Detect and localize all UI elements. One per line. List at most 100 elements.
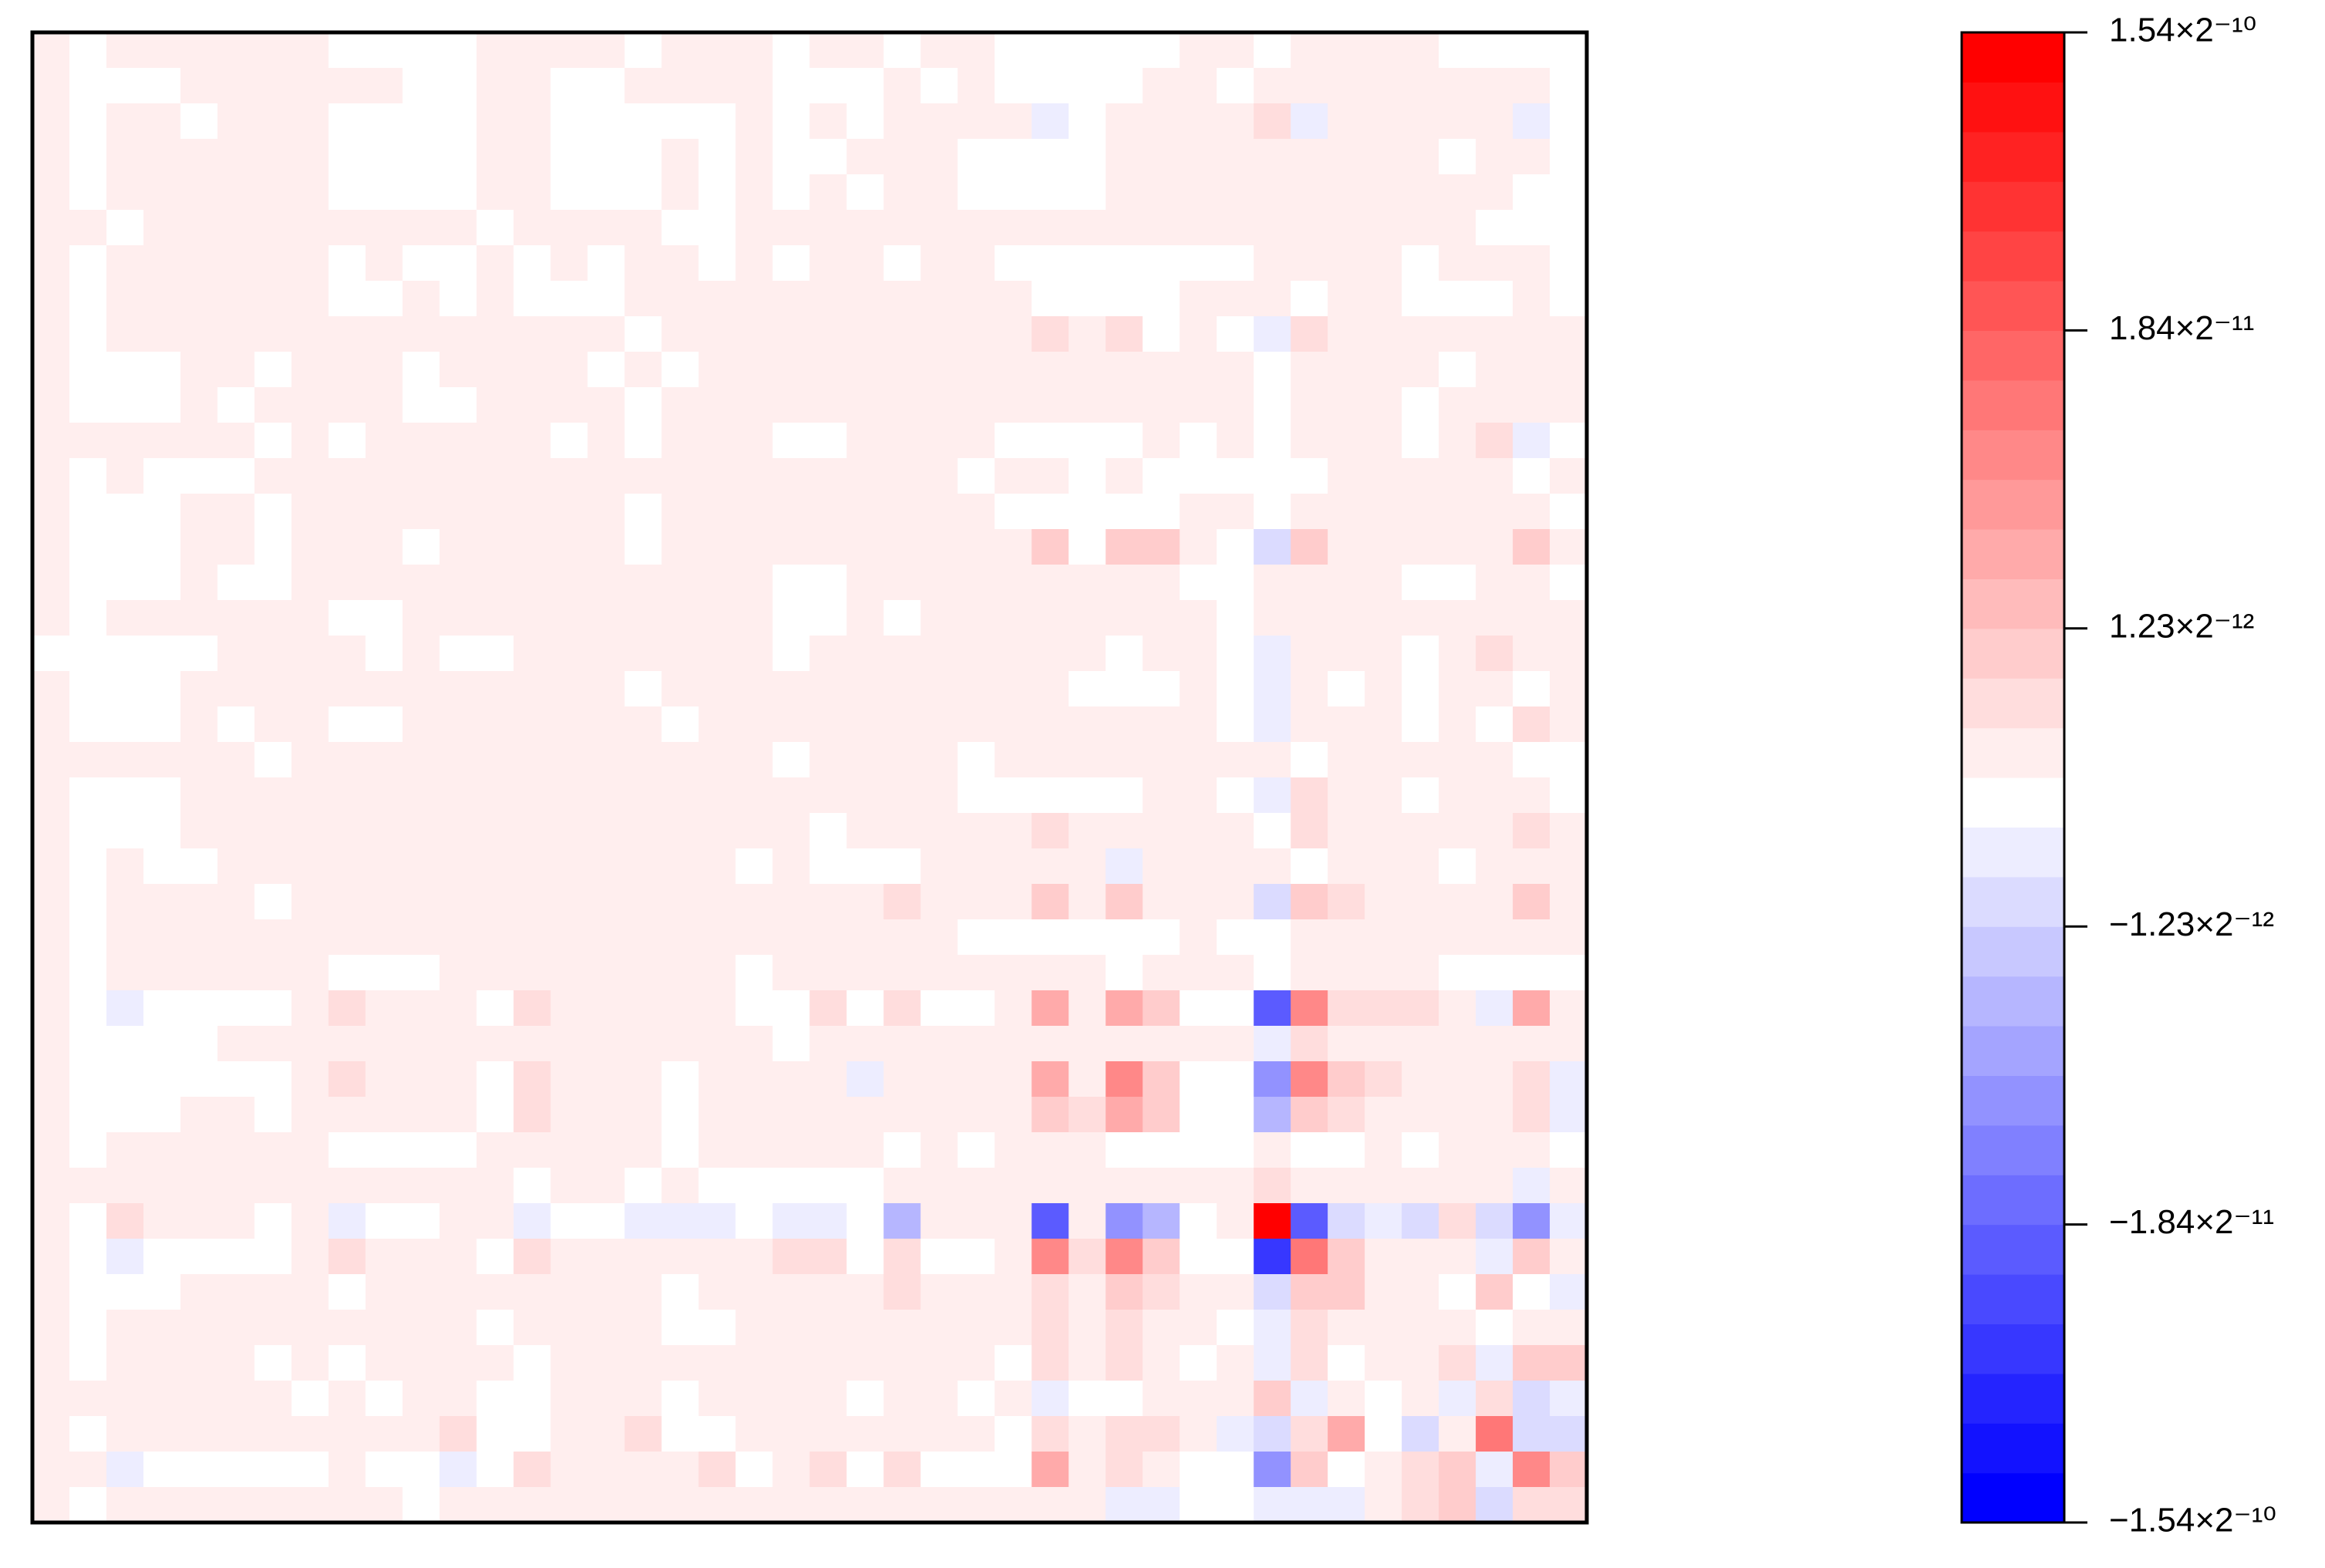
heatmap-cell [661, 1381, 700, 1417]
heatmap-cell [1031, 1416, 1069, 1452]
heatmap-cell [846, 210, 885, 246]
heatmap-cell [846, 458, 885, 494]
heatmap-cell [1031, 352, 1069, 388]
heatmap-cell [1550, 636, 1588, 672]
heatmap-cell [1513, 671, 1551, 707]
heatmap-cell [1216, 919, 1254, 956]
heatmap-cell [772, 813, 811, 849]
heatmap-cell [550, 32, 589, 69]
heatmap-cell [1105, 316, 1143, 352]
heatmap-cell [661, 1168, 700, 1204]
heatmap-cell [1254, 1132, 1291, 1168]
heatmap-cell [846, 103, 885, 140]
heatmap-cell [1439, 1132, 1476, 1168]
heatmap-cell [1328, 742, 1365, 778]
heatmap-cell [698, 706, 737, 743]
heatmap-cell [402, 1274, 440, 1310]
heatmap-cell [1365, 423, 1402, 459]
heatmap-cell [328, 884, 366, 920]
heatmap-cell [180, 32, 218, 69]
heatmap-cell [217, 1239, 255, 1275]
heatmap-cell [402, 1416, 440, 1452]
heatmap-cell [1216, 955, 1254, 991]
heatmap-cell [994, 1487, 1032, 1523]
heatmap-cell [291, 1026, 329, 1062]
heatmap-cell [1328, 458, 1365, 494]
heatmap-cell [1476, 1452, 1513, 1488]
heatmap-cell [69, 671, 107, 707]
heatmap-cell [1216, 777, 1254, 814]
heatmap-cell [698, 1381, 737, 1417]
heatmap-cell [772, 1452, 811, 1488]
heatmap-cell [883, 1239, 922, 1275]
heatmap-cell [365, 68, 403, 104]
heatmap-cell [994, 139, 1032, 175]
heatmap-cell [1068, 777, 1106, 814]
heatmap-cell [69, 990, 107, 1027]
heatmap-cell [106, 955, 144, 991]
heatmap-cell [1105, 68, 1143, 104]
heatmap-cell [365, 1239, 403, 1275]
heatmap-cell [106, 139, 144, 175]
heatmap-cell [1513, 1452, 1551, 1488]
heatmap-cell [32, 1097, 70, 1133]
heatmap-cell [106, 174, 144, 211]
heatmap-cell [476, 352, 515, 388]
heatmap-cell [661, 529, 700, 565]
heatmap-cell [994, 1416, 1032, 1452]
heatmap-cell [698, 848, 737, 885]
heatmap-cell [106, 706, 144, 743]
heatmap-cell [439, 1345, 477, 1381]
heatmap-cell [1476, 210, 1513, 246]
heatmap-cell [772, 884, 811, 920]
heatmap-cell [1291, 1487, 1328, 1523]
heatmap-cell [661, 316, 700, 352]
heatmap-cell [291, 742, 329, 778]
heatmap-cell [69, 103, 107, 140]
heatmap-cell [587, 1168, 626, 1204]
heatmap-cell [1513, 777, 1551, 814]
heatmap-cell [883, 1416, 922, 1452]
heatmap-cell [1476, 281, 1513, 317]
heatmap-cell [1216, 742, 1254, 778]
heatmap-cell [476, 1381, 515, 1417]
heatmap-cell [772, 423, 811, 459]
heatmap-cell [513, 1452, 552, 1488]
heatmap-cell [1031, 387, 1069, 423]
heatmap-cell [513, 210, 552, 246]
heatmap-cell [32, 245, 70, 282]
heatmap-cell [920, 1132, 959, 1168]
heatmap-cell [624, 245, 663, 282]
heatmap-cell [1031, 813, 1069, 849]
heatmap-cell [1291, 671, 1328, 707]
heatmap-cell [698, 352, 737, 388]
heatmap-cell [1142, 494, 1180, 530]
heatmap-cell [439, 1487, 477, 1523]
heatmap-cell [920, 387, 959, 423]
heatmap-cell [920, 1487, 959, 1523]
colorbar-band [1962, 379, 2064, 430]
heatmap-cell [476, 316, 515, 352]
heatmap-cell [476, 281, 515, 317]
heatmap-cell [920, 1381, 959, 1417]
heatmap-cell [883, 1452, 922, 1488]
heatmap-cell [32, 919, 70, 956]
heatmap-cell [1550, 1168, 1588, 1204]
heatmap-cell [328, 990, 366, 1027]
heatmap-cell [1254, 636, 1291, 672]
heatmap-cell [846, 1381, 885, 1417]
heatmap-cell [1142, 1026, 1180, 1062]
heatmap-cell [772, 742, 811, 778]
heatmap-cell [809, 600, 848, 636]
heatmap-cell [661, 245, 700, 282]
heatmap-cell [1476, 423, 1513, 459]
heatmap-cell [1550, 529, 1588, 565]
heatmap-cell [1439, 174, 1476, 211]
heatmap-cell [883, 1345, 922, 1381]
heatmap-cell [1216, 32, 1254, 69]
heatmap-cell [1105, 174, 1143, 211]
heatmap-cell [550, 848, 589, 885]
heatmap-cell [402, 919, 440, 956]
heatmap-cell [1068, 919, 1106, 956]
heatmap-cell [1105, 423, 1143, 459]
